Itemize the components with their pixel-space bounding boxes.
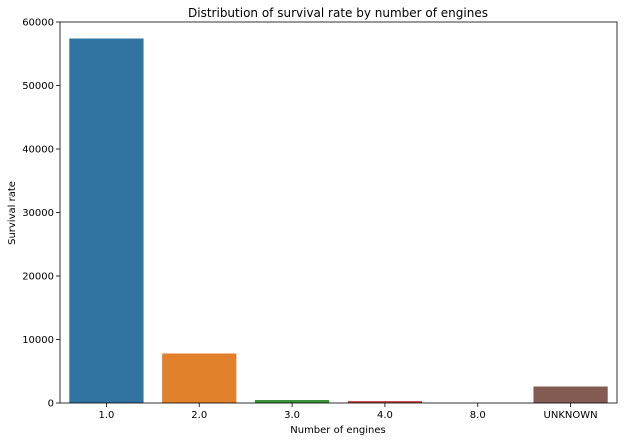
- bar-3-0: [254, 400, 330, 403]
- bar-unknown: [533, 386, 608, 403]
- bar-4-0: [347, 401, 423, 403]
- bars-group: [69, 38, 608, 403]
- chart-title: Distribution of survival rate by number …: [188, 6, 488, 20]
- x-tick-label: 2.0: [191, 410, 207, 421]
- x-axis-label: Number of engines: [290, 425, 385, 436]
- bar-2-0: [162, 353, 237, 403]
- y-tick-label: 50000: [22, 81, 54, 92]
- y-tick-label: 40000: [22, 145, 54, 156]
- x-tick-label: UNKNOWN: [544, 410, 598, 421]
- y-tick-label: 60000: [22, 18, 54, 29]
- x-axis-ticks: 1.0 2.0 3.0 4.0 8.0 UNKNOWN: [98, 403, 598, 421]
- y-tick-label: 0: [48, 399, 54, 410]
- bar-1-0: [69, 38, 144, 403]
- y-tick-label: 10000: [22, 335, 54, 346]
- x-tick-label: 3.0: [284, 410, 300, 421]
- y-tick-label: 30000: [22, 208, 54, 219]
- plot-frame: [59, 21, 618, 404]
- x-tick-label: 8.0: [470, 410, 486, 421]
- y-axis-ticks: 0 10000 20000 30000 40000 50000 60000: [22, 18, 60, 410]
- x-tick-label: 4.0: [377, 410, 393, 421]
- y-axis-label: Survival rate: [7, 181, 18, 245]
- x-tick-label: 1.0: [98, 410, 114, 421]
- y-tick-label: 20000: [22, 272, 54, 283]
